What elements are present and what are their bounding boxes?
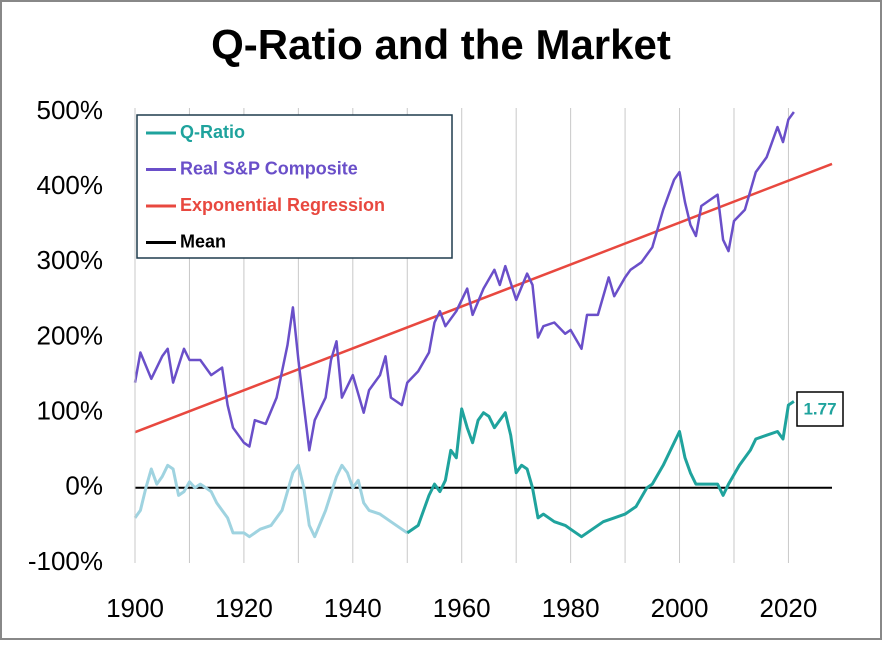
series-line xyxy=(133,463,409,539)
chart-title: Q-Ratio and the Market xyxy=(211,21,671,68)
x-tick-label: 1940 xyxy=(324,593,382,623)
series-line xyxy=(406,400,795,539)
y-tick-label: 400% xyxy=(37,170,104,200)
legend-box xyxy=(136,114,453,259)
x-tick-label: 1980 xyxy=(542,593,600,623)
series-line xyxy=(134,162,833,434)
y-tick-label: 200% xyxy=(37,320,104,350)
annotation-box xyxy=(796,391,844,427)
x-tick-label: 2000 xyxy=(651,593,709,623)
y-tick-label: 0% xyxy=(65,471,103,501)
y-tick-label: 500% xyxy=(37,95,104,125)
legend-label: Q-Ratio xyxy=(180,122,245,142)
x-tick-label: 2020 xyxy=(760,593,818,623)
legend-label: Mean xyxy=(180,231,226,251)
y-tick-label: 300% xyxy=(37,245,104,275)
annotation: 1.77 xyxy=(803,399,836,418)
legend-label: Exponential Regression xyxy=(180,195,385,215)
plot xyxy=(133,111,833,539)
y-tick-label: -100% xyxy=(28,546,103,576)
x-tick-label: 1960 xyxy=(433,593,491,623)
series-line xyxy=(133,111,795,452)
y-tick-label: 100% xyxy=(37,396,104,426)
x-tick-label: 1920 xyxy=(215,593,273,623)
legend-label: Real S&P Composite xyxy=(180,158,358,178)
x-tick-label: 1900 xyxy=(106,593,164,623)
